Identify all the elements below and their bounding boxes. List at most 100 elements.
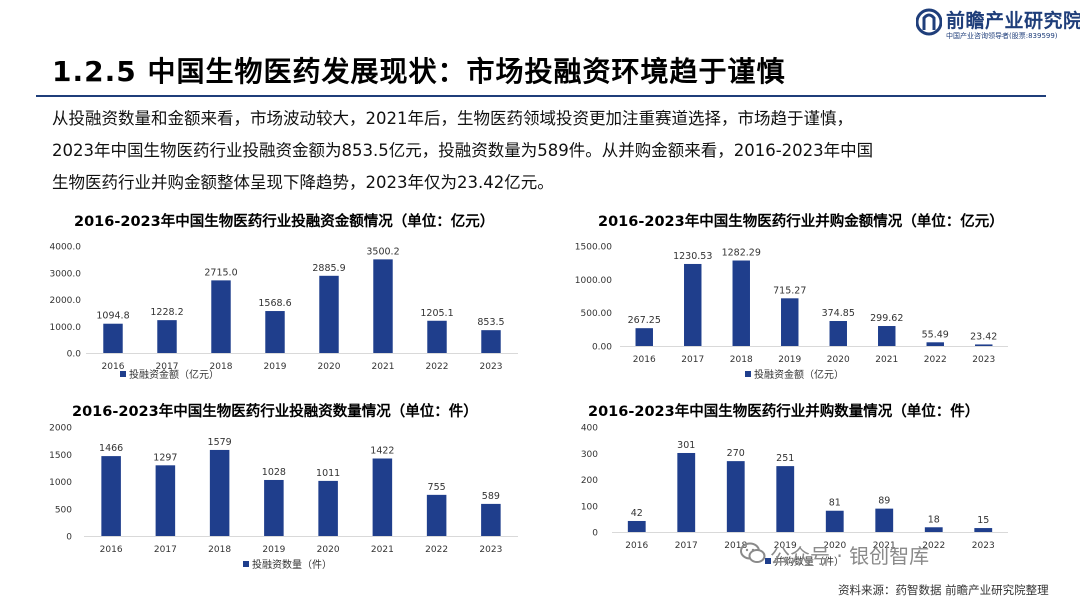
bar [635, 328, 653, 346]
bar [426, 494, 447, 536]
bar [726, 461, 745, 532]
legend-label: 投融资数量（件） [252, 558, 332, 571]
data-label: 589 [482, 491, 500, 502]
data-label: 1422 [370, 446, 394, 457]
x-tick-label: 2023 [480, 362, 503, 372]
bar [781, 298, 799, 346]
x-tick-label: 2018 [210, 362, 233, 372]
y-tick-label: 0.00 [592, 343, 612, 353]
bar [211, 280, 231, 353]
y-tick-label: 1000.0 [50, 323, 82, 333]
intro-paragraph: 从投融资数量和金额来看，市场波动较大，2021年后，生物医药领域投资更加注重赛道… [52, 103, 1042, 199]
data-label: 1568.6 [258, 298, 291, 309]
bar [975, 344, 993, 346]
x-tick-label: 2020 [823, 541, 846, 551]
y-tick-label: 1500 [49, 451, 72, 461]
bar [878, 326, 896, 346]
legend-swatch [120, 371, 126, 377]
x-tick-label: 2016 [625, 541, 648, 551]
intro-line-2: 2023年中国生物医药行业投融资金额为853.5亿元，投融资数量为589件。从并… [52, 141, 874, 160]
x-tick-label: 2018 [208, 545, 231, 555]
y-tick-label: 0 [66, 533, 72, 543]
bar [926, 342, 944, 346]
chart-title-ma-amount: 2016-2023年中国生物医药行业并购金额情况（单位：亿元） [598, 214, 1004, 230]
logo-brand-text: 前瞻产业研究院 [946, 10, 1080, 32]
data-label: 81 [829, 498, 841, 509]
y-tick-label: 0.0 [67, 350, 82, 360]
bar [319, 275, 339, 353]
data-label: 1011 [316, 468, 340, 479]
x-tick-label: 2019 [264, 362, 287, 372]
x-tick-label: 2020 [827, 355, 850, 365]
bar [776, 466, 795, 532]
data-label: 299.62 [870, 313, 903, 324]
chart-title-financing-count: 2016-2023年中国生物医药行业投融资数量情况（单位：件） [72, 404, 478, 420]
bar [481, 330, 501, 353]
y-tick-label: 4000.0 [50, 243, 82, 253]
bar [684, 263, 702, 346]
title-divider [36, 95, 1046, 97]
bar [924, 527, 943, 532]
bar [829, 321, 847, 346]
bar [627, 520, 646, 532]
brand-logo: 前瞻产业研究院 中国产业咨询领导者(股票:839599) [916, 6, 1080, 44]
bar [481, 503, 501, 536]
bar [825, 510, 844, 532]
y-tick-label: 500.00 [581, 309, 613, 319]
data-label: 89 [878, 496, 890, 507]
data-label: 55.49 [922, 329, 949, 340]
bar [677, 452, 696, 532]
data-label: 267.25 [628, 315, 661, 326]
bar [732, 260, 750, 346]
x-tick-label: 2022 [425, 545, 448, 555]
data-label: 23.42 [970, 331, 997, 342]
x-tick-label: 2016 [633, 355, 656, 365]
data-label: 3500.2 [366, 246, 399, 257]
data-label: 1230.53 [673, 251, 712, 262]
data-label: 1228.2 [150, 307, 183, 318]
data-label: 15 [977, 515, 989, 526]
watermark-text: 公众号 · 银创智库 [770, 544, 930, 568]
data-label: 1205.1 [420, 308, 453, 319]
x-tick-label: 2022 [924, 355, 947, 365]
y-tick-label: 1000.00 [575, 276, 612, 286]
x-tick-label: 2020 [318, 362, 341, 372]
logo-mark-icon [916, 8, 942, 36]
x-tick-label: 2023 [479, 545, 502, 555]
y-tick-label: 2000.0 [50, 296, 82, 306]
y-tick-label: 100 [581, 502, 598, 512]
y-tick-label: 400 [581, 424, 598, 434]
data-label: 1297 [153, 452, 177, 463]
chart-title-financing-amount: 2016-2023年中国生物医药行业投融资金额情况（单位：亿元） [74, 214, 495, 230]
data-label: 374.85 [822, 308, 855, 319]
x-tick-label: 2016 [100, 545, 123, 555]
x-tick-label: 2018 [724, 541, 747, 551]
y-tick-label: 200 [581, 476, 598, 486]
x-tick-label: 2021 [875, 355, 898, 365]
data-label: 2715.0 [204, 267, 237, 278]
data-label: 42 [631, 508, 643, 519]
x-tick-label: 2019 [262, 545, 285, 555]
data-label: 270 [727, 448, 745, 459]
bar [209, 449, 230, 536]
bar [103, 323, 123, 353]
x-tick-label: 2017 [681, 355, 704, 365]
bar [974, 528, 993, 532]
x-tick-label: 2023 [972, 355, 995, 365]
chart-title-ma-count: 2016-2023年中国生物医药行业并购数量情况（单位：件） [588, 404, 980, 420]
x-tick-label: 2017 [156, 362, 179, 372]
x-tick-label: 2023 [972, 541, 995, 551]
x-tick-label: 2020 [317, 545, 340, 555]
source-note: 资料来源：药智数据 前瞻产业研究院整理 [838, 583, 1049, 597]
y-tick-label: 1500.00 [575, 243, 612, 253]
data-label: 18 [928, 514, 940, 525]
bar [101, 456, 121, 536]
legend-label: 并购数量（件） [774, 555, 844, 568]
data-label: 1094.8 [96, 311, 129, 322]
y-tick-label: 300 [581, 450, 598, 460]
bar [372, 458, 393, 536]
intro-line-3: 生物医药行业并购金额整体呈现下降趋势，2023年仅为23.42亿元。 [52, 173, 554, 192]
data-label: 755 [428, 482, 446, 493]
